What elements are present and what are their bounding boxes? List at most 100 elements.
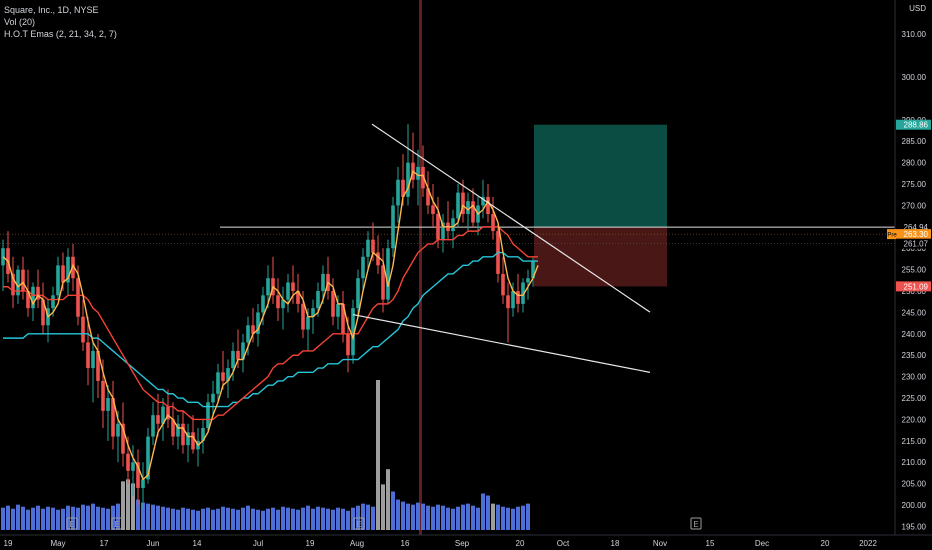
candle-body	[406, 162, 410, 197]
x-tick-label: 17	[100, 539, 109, 548]
candle-body	[341, 303, 345, 334]
earnings-icon	[111, 517, 123, 530]
y-tick-label: 260.00	[902, 244, 927, 253]
y-tick-label: 230.00	[902, 373, 927, 382]
volume-bar	[366, 504, 370, 530]
lower-trendline	[352, 313, 651, 373]
candle-body	[216, 372, 220, 394]
volume-bar	[26, 509, 30, 530]
volume-bar	[336, 507, 340, 530]
candle-body	[521, 282, 525, 304]
volume-bar	[361, 503, 365, 530]
x-tick-label: Sep	[455, 539, 470, 548]
candle-body	[51, 295, 55, 309]
volume-bar	[106, 508, 110, 530]
candle-body	[486, 196, 490, 214]
candle-body	[426, 188, 430, 206]
candle-body	[421, 166, 425, 189]
candle-body	[21, 269, 25, 292]
volume-bar	[466, 503, 470, 530]
x-tick-label: Dec	[755, 539, 769, 548]
candle-body	[221, 372, 225, 381]
volume-bar	[246, 505, 250, 530]
volume-bar	[476, 507, 480, 530]
price-label: 251.09	[904, 282, 929, 291]
volume-bar	[191, 509, 195, 530]
candle-body	[31, 286, 35, 309]
candle-body	[346, 333, 350, 356]
volume-bar	[436, 504, 440, 530]
volume-bar	[86, 505, 90, 530]
candle-body	[256, 312, 260, 334]
volume-bar	[431, 506, 435, 530]
volume-bar	[456, 506, 460, 530]
y-tick-label: 210.00	[902, 458, 927, 467]
volume-bar	[176, 509, 180, 530]
earnings-icon: E	[693, 520, 698, 529]
earnings-icon	[66, 517, 78, 530]
volume-bar	[371, 506, 375, 530]
volume-bar	[126, 479, 130, 530]
volume-bar	[161, 506, 165, 530]
y-tick-label: 310.00	[902, 30, 927, 39]
x-tick-label: Jun	[147, 539, 160, 548]
candle-body	[26, 291, 30, 309]
y-tick-label: 215.00	[902, 437, 927, 446]
volume-bar	[421, 503, 425, 530]
earnings-icon: E	[356, 520, 361, 529]
candle-body	[211, 393, 215, 403]
y-tick-label: 240.00	[902, 330, 927, 339]
y-tick-label: 270.00	[902, 201, 927, 210]
volume-bar	[256, 509, 260, 530]
candle-body	[451, 218, 455, 232]
candle-body	[386, 248, 390, 300]
earnings-icon: E	[69, 520, 74, 529]
earnings-icon	[353, 517, 365, 530]
candle-body	[171, 419, 175, 437]
event-marker-line	[419, 0, 422, 535]
volume-bar	[491, 503, 495, 530]
candle-body	[201, 428, 205, 441]
candle-body	[481, 196, 485, 206]
price-label: 261.07	[904, 240, 929, 249]
candle-body	[286, 282, 290, 300]
stop-loss-zone	[534, 227, 667, 287]
candle-body	[251, 325, 255, 334]
candle-body	[336, 303, 340, 317]
price-label-box	[896, 229, 931, 240]
candle-body	[191, 432, 195, 450]
earnings-icon: E	[114, 520, 119, 529]
candle-body	[186, 432, 190, 446]
volume-bar	[131, 483, 135, 530]
candle-body	[71, 256, 75, 279]
volume-bar	[296, 509, 300, 530]
x-tick-label: Aug	[350, 539, 364, 548]
volume-bar	[36, 505, 40, 530]
volume-bar	[321, 507, 325, 530]
candle-body	[381, 265, 385, 300]
y-tick-label: 285.00	[902, 137, 927, 146]
candle-body	[306, 316, 310, 330]
volume-bar	[311, 508, 315, 530]
candle-body	[151, 415, 155, 437]
candle-body	[121, 423, 125, 454]
candle-body	[516, 291, 520, 304]
volume-bar	[196, 510, 200, 530]
price-label: 264.94	[904, 223, 929, 232]
x-tick-label: 19	[306, 539, 315, 548]
volume-bar	[211, 509, 215, 530]
volume-bar	[406, 503, 410, 530]
currency-label[interactable]: USD	[909, 4, 926, 13]
candle-body	[361, 256, 365, 279]
volume-bar	[166, 507, 170, 530]
y-tick-label: 205.00	[902, 480, 927, 489]
candle-body	[466, 201, 470, 214]
volume-bar	[6, 505, 10, 530]
volume-bar	[46, 506, 50, 530]
candle-body	[141, 479, 145, 488]
candle-body	[291, 282, 295, 292]
candle-body	[351, 308, 355, 356]
x-tick-label: 18	[611, 539, 620, 548]
